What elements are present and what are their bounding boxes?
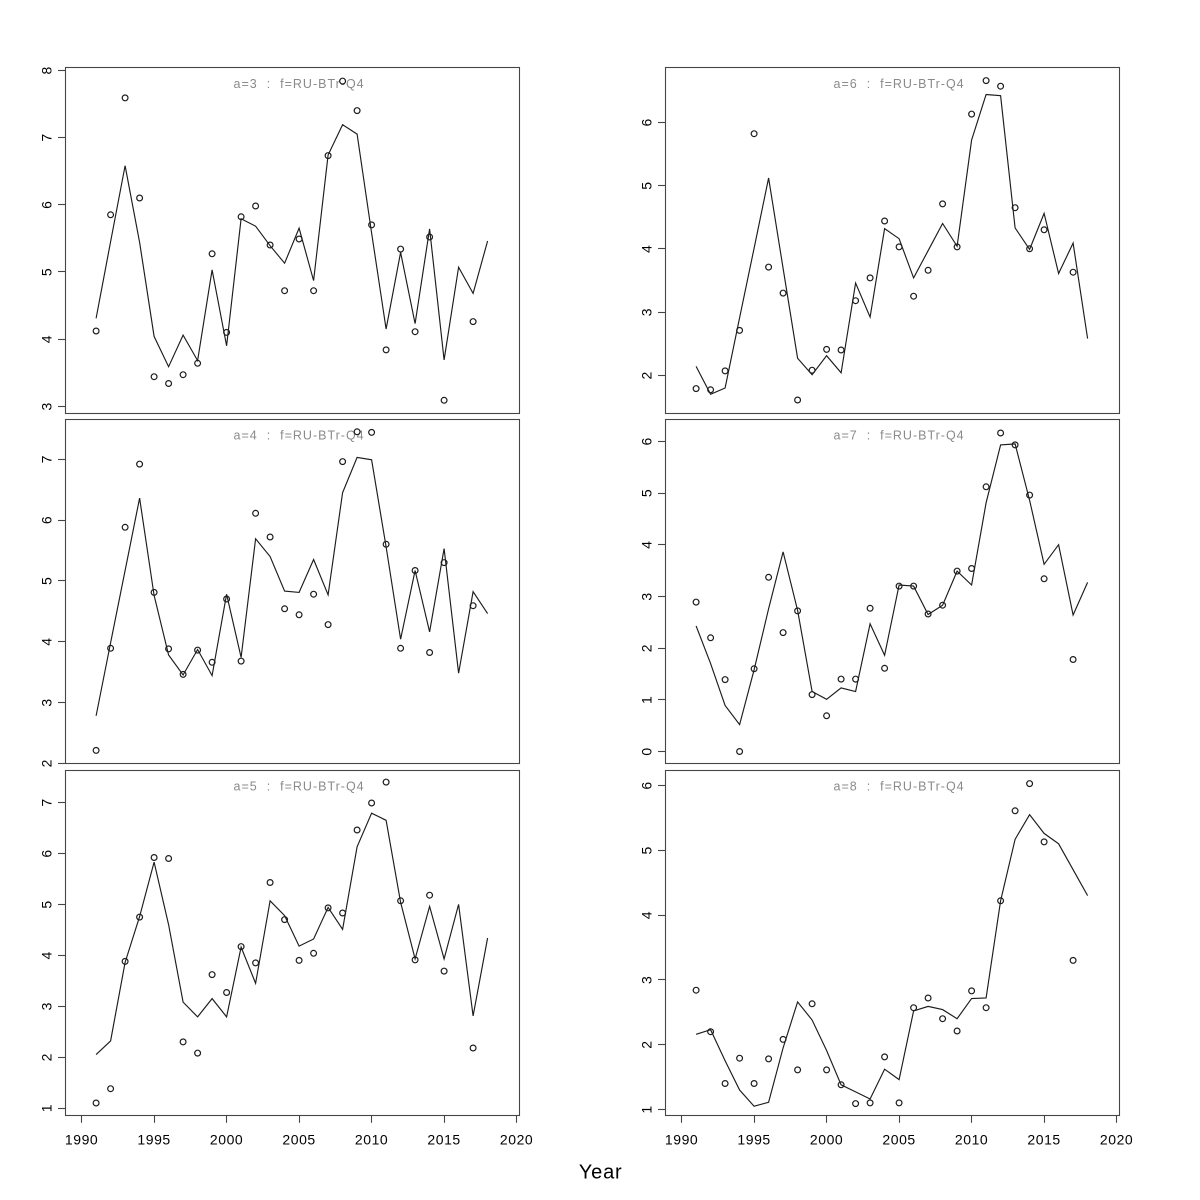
svg-text:4: 4: [639, 245, 655, 253]
svg-text:a=5 : f=RU-BTr-Q4: a=5 : f=RU-BTr-Q4: [234, 780, 365, 794]
svg-text:5: 5: [639, 846, 655, 854]
svg-text:7: 7: [39, 133, 55, 141]
svg-text:6: 6: [639, 118, 655, 126]
svg-text:1995: 1995: [137, 1132, 170, 1148]
svg-text:2000: 2000: [210, 1132, 243, 1148]
svg-text:1: 1: [639, 1105, 655, 1113]
svg-text:1995: 1995: [737, 1132, 770, 1148]
svg-text:6: 6: [639, 437, 655, 445]
svg-text:5: 5: [39, 577, 55, 585]
svg-text:3: 3: [39, 1002, 55, 1010]
svg-text:2015: 2015: [427, 1132, 460, 1148]
svg-text:4: 4: [39, 951, 55, 959]
svg-text:4: 4: [39, 335, 55, 343]
svg-text:1990: 1990: [65, 1132, 98, 1148]
svg-text:8: 8: [39, 66, 55, 74]
svg-text:2000: 2000: [810, 1132, 843, 1148]
svg-text:6: 6: [39, 516, 55, 524]
svg-text:2005: 2005: [882, 1132, 915, 1148]
svg-text:2: 2: [39, 759, 55, 767]
svg-text:0: 0: [639, 747, 655, 755]
svg-text:2020: 2020: [1100, 1132, 1133, 1148]
svg-text:a=3 : f=RU-BTr-Q4: a=3 : f=RU-BTr-Q4: [234, 77, 365, 91]
svg-text:2010: 2010: [955, 1132, 988, 1148]
svg-text:2: 2: [39, 1053, 55, 1061]
svg-text:2015: 2015: [1027, 1132, 1060, 1148]
svg-text:a=7 : f=RU-BTr-Q4: a=7 : f=RU-BTr-Q4: [834, 428, 965, 442]
svg-text:5: 5: [39, 900, 55, 908]
svg-text:5: 5: [639, 489, 655, 497]
svg-text:2: 2: [639, 644, 655, 652]
svg-text:3: 3: [39, 402, 55, 410]
svg-text:6: 6: [639, 781, 655, 789]
svg-text:a=6 : f=RU-BTr-Q4: a=6 : f=RU-BTr-Q4: [834, 77, 965, 91]
svg-text:a=4 : f=RU-BTr-Q4: a=4 : f=RU-BTr-Q4: [234, 428, 365, 442]
svg-text:4: 4: [639, 911, 655, 919]
svg-text:2020: 2020: [500, 1132, 533, 1148]
svg-text:4: 4: [639, 541, 655, 549]
svg-text:3: 3: [39, 698, 55, 706]
svg-text:2: 2: [639, 1040, 655, 1048]
svg-text:2005: 2005: [282, 1132, 315, 1148]
svg-text:2: 2: [639, 371, 655, 379]
svg-text:1: 1: [639, 696, 655, 704]
svg-text:1: 1: [39, 1104, 55, 1112]
svg-text:5: 5: [639, 181, 655, 189]
svg-text:6: 6: [39, 849, 55, 857]
svg-text:3: 3: [639, 308, 655, 316]
svg-text:3: 3: [639, 592, 655, 600]
svg-text:1990: 1990: [665, 1132, 698, 1148]
svg-text:5: 5: [39, 268, 55, 276]
svg-text:7: 7: [39, 455, 55, 463]
svg-text:3: 3: [639, 976, 655, 984]
svg-text:Year: Year: [579, 1162, 623, 1184]
svg-text:2010: 2010: [355, 1132, 388, 1148]
svg-text:6: 6: [39, 201, 55, 209]
svg-text:7: 7: [39, 798, 55, 806]
svg-text:a=8 : f=RU-BTr-Q4: a=8 : f=RU-BTr-Q4: [834, 780, 965, 794]
svg-text:4: 4: [39, 637, 55, 645]
